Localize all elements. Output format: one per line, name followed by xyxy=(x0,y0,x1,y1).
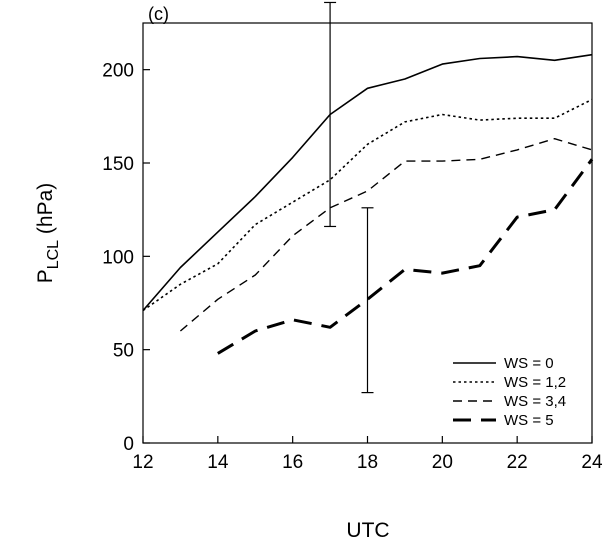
x-tick-label: 20 xyxy=(432,452,453,473)
y-tick-label: 150 xyxy=(102,154,134,175)
y-tick-label: 0 xyxy=(123,434,134,455)
legend-label-3: WS = 3,4 xyxy=(504,393,566,410)
x-tick-label: 18 xyxy=(357,452,378,473)
legend-label-4: WS = 5 xyxy=(504,412,554,429)
legend-label-2: WS = 1,2 xyxy=(504,374,566,391)
x-tick-label: 24 xyxy=(581,452,603,473)
y-axis-label: PLCL (hPa) xyxy=(34,183,62,284)
panel-label: (c) xyxy=(148,4,169,24)
y-tick-label: 200 xyxy=(102,61,134,82)
x-axis-label: UTC xyxy=(346,519,389,542)
axis-ticks: 12 14 16 18 20 22 24 0 50 100 150 200 xyxy=(102,61,603,473)
y-tick-label: 100 xyxy=(102,247,134,268)
y-axis-label-sub: LCL xyxy=(45,240,62,269)
series-line-4 xyxy=(217,158,594,355)
series-line-2 xyxy=(142,98,593,312)
series-line-1 xyxy=(142,53,593,312)
legend: WS = 0 WS = 1,2 WS = 3,4 WS = 5 xyxy=(453,355,566,429)
x-tick-label: 14 xyxy=(207,452,229,473)
x-tick-label: 16 xyxy=(282,452,303,473)
series-lines xyxy=(142,53,594,355)
y-tick-label: 50 xyxy=(113,341,134,362)
y-axis-label-main: P xyxy=(34,269,57,283)
x-tick-label: 12 xyxy=(132,452,153,473)
error-bars xyxy=(324,1,374,394)
y-axis-label-unit: (hPa) xyxy=(34,183,57,240)
series-line-3 xyxy=(179,137,593,332)
legend-label-1: WS = 0 xyxy=(504,355,554,372)
x-tick-label: 22 xyxy=(507,452,528,473)
